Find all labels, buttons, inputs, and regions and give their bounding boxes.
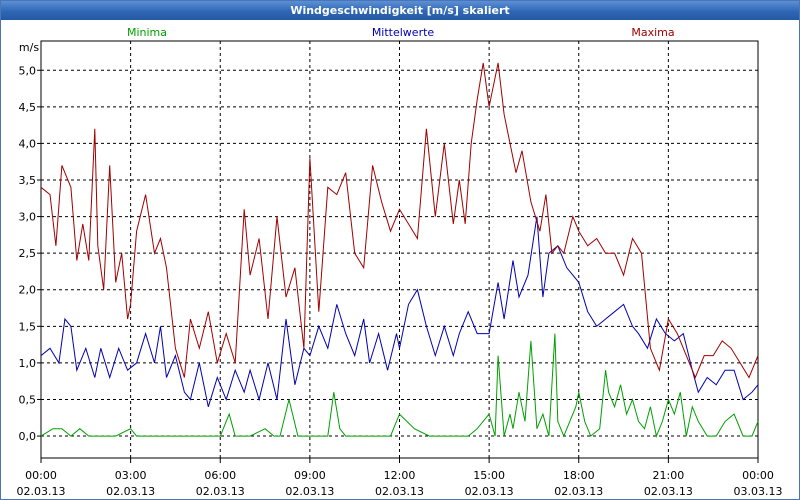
x-tick-date: 02.03.13 [554, 485, 603, 498]
series-line-mittelwerte [40, 216, 759, 407]
legend-item-mittelwerte: Mittelwerte [372, 26, 435, 39]
x-tick-date: 02.03.13 [465, 485, 514, 498]
y-tick-label: 2,5 [19, 247, 37, 260]
y-tick-label: 3,0 [19, 211, 37, 224]
legend-item-maxima: Maxima [631, 26, 674, 39]
x-tick-time: 12:00 [384, 469, 416, 482]
x-tick-time: 21:00 [653, 469, 685, 482]
x-tick-time: 18:00 [563, 469, 595, 482]
x-tick-date: 02.03.13 [106, 485, 155, 498]
legend: Minima Mittelwerte Maxima [127, 26, 675, 39]
x-tick-time: 03:00 [115, 469, 147, 482]
chart-title: Windgeschwindigkeit [m/s] skaliert [1, 1, 799, 20]
y-tick-label: 4,0 [19, 137, 37, 150]
y-axis-ticks: 0,0 0,5 1,0 1,5 2,0 2,5 3,0 3,5 4,0 4,5 5,0 [19, 64, 41, 443]
y-tick-label: 5,0 [19, 64, 37, 77]
x-tick-date: 02.03.13 [644, 485, 693, 498]
x-tick-date: 02.03.13 [17, 485, 66, 498]
y-tick-label: 0,5 [19, 393, 37, 406]
x-tick-date: 03.03.13 [734, 485, 783, 498]
y-tick-label: 4,5 [19, 101, 37, 114]
y-tick-label: 0,0 [19, 430, 37, 443]
x-tick-date: 02.03.13 [375, 485, 424, 498]
x-tick-time: 00:00 [742, 469, 774, 482]
y-tick-label: 1,5 [19, 320, 37, 333]
x-axis-ticks: 00:00 02.03.13 03:00 02.03.13 06:00 02.03.13 0… [17, 458, 783, 498]
y-tick-label: 2,0 [19, 284, 37, 297]
x-tick-date: 02.03.13 [285, 485, 334, 498]
series-lines [40, 62, 759, 438]
y-tick-label: 3,5 [19, 174, 37, 187]
x-tick-date: 02.03.13 [196, 485, 245, 498]
series-line-maxima [40, 62, 759, 379]
y-tick-label: 1,0 [19, 357, 37, 370]
x-tick-time: 15:00 [473, 469, 505, 482]
x-tick-time: 09:00 [294, 469, 326, 482]
plot-area [40, 40, 759, 459]
y-axis-label: m/s [19, 41, 39, 54]
series-line-minima [40, 333, 759, 438]
x-tick-time: 00:00 [25, 469, 57, 482]
legend-item-minima: Minima [127, 26, 167, 39]
x-tick-time: 06:00 [204, 469, 236, 482]
